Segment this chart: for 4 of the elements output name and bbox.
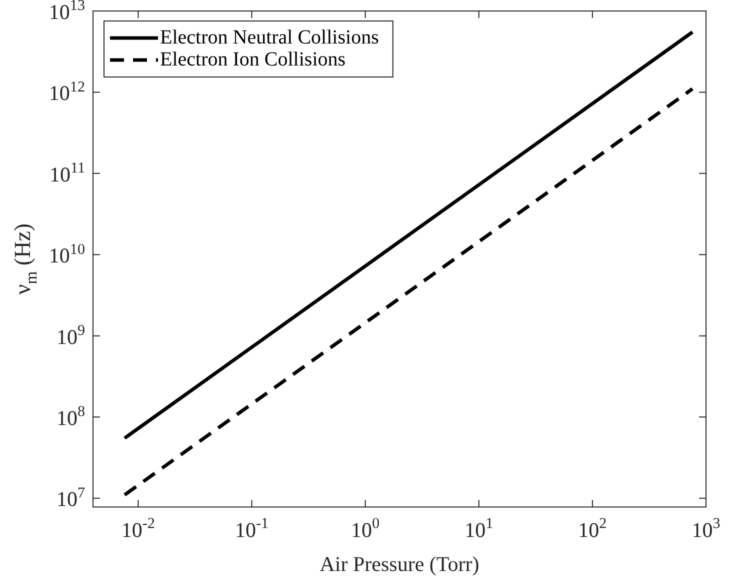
- x-axis-title: Air Pressure (Torr): [320, 552, 480, 576]
- legend-label: Electron Neutral Collisions: [160, 26, 380, 48]
- y-axis-title: νm (Hz): [10, 223, 40, 295]
- legend-label: Electron Ion Collisions: [160, 48, 346, 70]
